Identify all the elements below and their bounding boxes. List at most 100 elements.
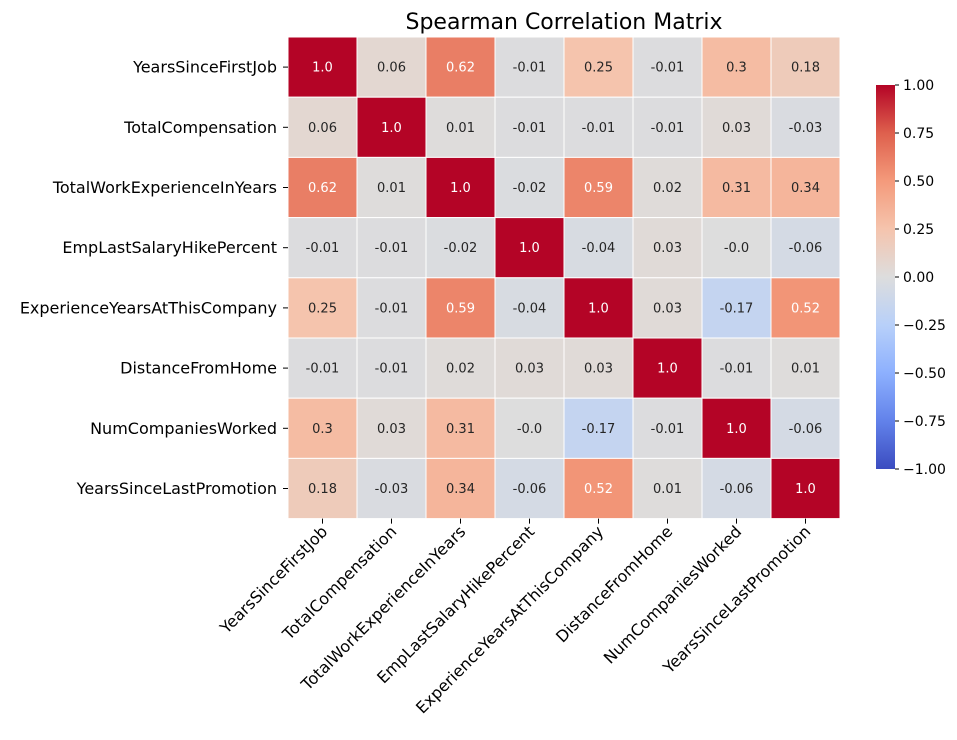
column-tick-labels: YearsSinceFirstJobTotalCompensationTotal…: [215, 518, 814, 717]
cell-value-label: 0.01: [446, 121, 475, 136]
heatmap-cell: [356, 96, 427, 158]
cell-value-label: -0.01: [375, 241, 409, 256]
cell-value-label: 0.31: [722, 181, 751, 196]
heatmap-cell: [563, 397, 634, 459]
heatmap-cell: [287, 36, 358, 98]
heatmap-cells: 1.0 0.06 0.62 -0.01 0.25 -0.01 0.3 0.18 0.06 1.0 0…: [287, 36, 841, 520]
heatmap-cell: [770, 96, 841, 158]
cell-value-label: 1.0: [795, 482, 816, 497]
column-tick-label: NumCompaniesWorked: [600, 522, 746, 668]
cell-value-label: 1.0: [312, 61, 333, 76]
colorbar-tick-label: 1.00: [903, 78, 934, 94]
row-tick-label: DistanceFromHome: [120, 359, 277, 378]
cell-value-label: -0.01: [513, 121, 547, 136]
colorbar-tick-label: 0.25: [903, 222, 934, 238]
heatmap-cell: [494, 156, 565, 219]
heatmap-cell: [425, 397, 496, 459]
cell-value-label: 0.03: [515, 362, 544, 377]
heatmap-cell: [425, 337, 496, 399]
row-tick-label: ExperienceYearsAtThisCompany: [20, 298, 277, 317]
cell-value-label: 0.3: [312, 422, 333, 437]
heatmap-cell: [632, 337, 703, 399]
heatmap-cell: [632, 156, 703, 219]
cell-value-label: -0.06: [720, 482, 754, 497]
cell-value-label: -0.04: [582, 241, 616, 256]
cell-value-label: -0.01: [306, 241, 340, 256]
heatmap-cell: [563, 457, 634, 520]
heatmap-cell: [563, 217, 634, 279]
cell-value-label: 0.34: [791, 181, 820, 196]
row-tick-label: TotalWorkExperienceInYears: [52, 178, 277, 197]
heatmap-cell: [701, 156, 772, 219]
cell-value-label: 1.0: [588, 301, 609, 316]
cell-value-label: 0.02: [446, 362, 475, 377]
cell-value-label: 0.01: [791, 362, 820, 377]
cell-value-label: 0.06: [377, 61, 406, 76]
cell-value-label: -0.01: [651, 61, 685, 76]
heatmap-cell: [770, 337, 841, 399]
heatmap-cell: [494, 277, 565, 339]
cell-value-label: 0.59: [446, 301, 475, 316]
heatmap-cell: [356, 36, 427, 98]
chart-title: Spearman Correlation Matrix: [405, 10, 722, 35]
cell-value-label: 0.3: [726, 61, 747, 76]
cell-value-label: 0.62: [308, 181, 337, 196]
heatmap-cell: [425, 36, 496, 98]
colorbar: 1.00 0.75 0.50 0.25 0.00 −0.25 −0.50 −0.75 −1.00: [876, 78, 946, 478]
colorbar-tick-label: 0.75: [903, 126, 934, 142]
row-tick-label: TotalCompensation: [123, 118, 277, 137]
colorbar-gradient: [876, 85, 895, 469]
cell-value-label: -0.06: [789, 422, 823, 437]
colorbar-tick-label: −0.75: [903, 414, 946, 430]
cell-value-label: 0.01: [377, 181, 406, 196]
heatmap-cell: [356, 337, 427, 399]
cell-value-label: -0.01: [720, 362, 754, 377]
row-tick-label: NumCompaniesWorked: [90, 419, 277, 438]
heatmap-cell: [632, 36, 703, 98]
heatmap-cell: [494, 96, 565, 158]
cell-value-label: -0.17: [582, 422, 616, 437]
cell-value-label: 0.01: [653, 482, 682, 497]
cell-value-label: -0.01: [375, 362, 409, 377]
cell-value-label: -0.01: [513, 61, 547, 76]
heatmap-cell: [701, 217, 772, 279]
cell-value-label: 0.02: [653, 181, 682, 196]
column-tick-label: TotalCompensation: [278, 522, 400, 644]
cell-value-label: -0.0: [724, 241, 749, 256]
colorbar-tick-label: −0.50: [903, 366, 946, 382]
cell-value-label: 1.0: [519, 241, 540, 256]
cell-value-label: 0.03: [653, 241, 682, 256]
cell-value-label: 0.18: [308, 482, 337, 497]
cell-value-label: 0.25: [584, 61, 613, 76]
cell-value-label: 1.0: [657, 362, 678, 377]
colorbar-tick-label: −0.25: [903, 318, 946, 334]
column-tick-label: DistanceFromHome: [552, 522, 676, 646]
cell-value-label: 0.59: [584, 181, 613, 196]
cell-value-label: -0.02: [444, 241, 478, 256]
colorbar-tick-label: −1.00: [903, 462, 946, 478]
cell-value-label: -0.01: [651, 422, 685, 437]
heatmap-cell: [701, 277, 772, 339]
cell-value-label: 0.62: [446, 61, 475, 76]
heatmap-cell: [563, 337, 634, 399]
cell-value-label: -0.17: [720, 301, 754, 316]
heatmap-cell: [494, 217, 565, 279]
cell-value-label: -0.06: [789, 241, 823, 256]
heatmap-cell: [425, 217, 496, 279]
heatmap-cell: [287, 217, 358, 279]
row-tick-label: YearsSinceFirstJob: [132, 58, 277, 77]
cell-value-label: 0.03: [653, 301, 682, 316]
heatmap-cell: [563, 277, 634, 339]
heatmap-cell: [770, 36, 841, 98]
colorbar-tick-label: 0.00: [903, 270, 934, 286]
cell-value-label: -0.06: [513, 482, 547, 497]
cell-value-label: -0.03: [789, 121, 823, 136]
heatmap-cell: [770, 277, 841, 339]
heatmap-cell: [770, 397, 841, 459]
row-tick-label: EmpLastSalaryHikePercent: [62, 238, 277, 257]
cell-value-label: -0.0: [517, 422, 542, 437]
heatmap-cell: [287, 397, 358, 459]
row-tick-label: YearsSinceLastPromotion: [76, 479, 277, 498]
heatmap-cell: [563, 156, 634, 219]
